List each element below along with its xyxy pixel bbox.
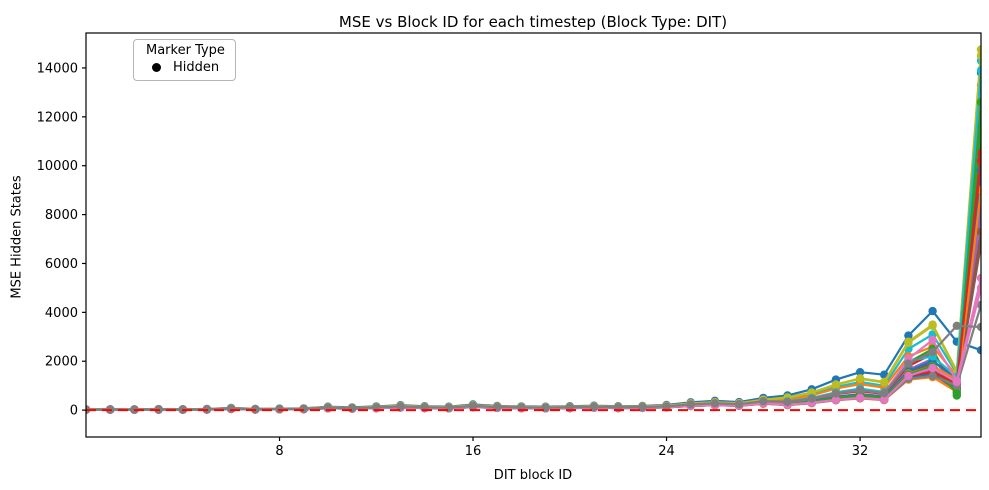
data-point-marker bbox=[855, 374, 865, 383]
x-tick-label: 24 bbox=[658, 444, 675, 459]
x-axis-label: DIT block ID bbox=[493, 468, 573, 483]
data-point-marker bbox=[976, 322, 981, 332]
y-tick-label: 0 bbox=[70, 404, 78, 419]
series-line bbox=[86, 66, 981, 414]
data-point-marker bbox=[928, 306, 937, 316]
data-point-marker bbox=[783, 397, 792, 407]
data-point-marker bbox=[952, 321, 961, 330]
data-point-marker bbox=[855, 385, 865, 395]
data-point-marker bbox=[807, 394, 816, 403]
data-point-marker bbox=[831, 395, 841, 404]
data-point-marker bbox=[662, 402, 671, 411]
x-tick-label: 8 bbox=[275, 444, 283, 459]
y-tick-label: 12000 bbox=[37, 110, 78, 125]
data-point-marker bbox=[976, 156, 981, 165]
data-point-marker bbox=[928, 321, 937, 330]
series-line bbox=[86, 166, 981, 414]
data-point-marker bbox=[952, 388, 961, 398]
data-point-marker bbox=[976, 227, 981, 236]
data-point-marker bbox=[880, 378, 889, 387]
data-point-marker bbox=[928, 335, 937, 345]
chart-title: MSE vs Block ID for each timestep (Block… bbox=[338, 13, 728, 31]
series-line bbox=[86, 56, 981, 414]
data-point-marker bbox=[880, 388, 889, 398]
data-point-marker bbox=[759, 397, 768, 406]
data-point-marker bbox=[275, 404, 284, 414]
y-tick-label: 4000 bbox=[45, 306, 78, 321]
data-point-marker bbox=[734, 400, 744, 409]
data-point-marker bbox=[952, 376, 961, 385]
legend-box: Marker Type Hidden bbox=[133, 39, 236, 81]
circle-icon bbox=[152, 63, 161, 72]
data-point-marker bbox=[855, 393, 865, 402]
data-point-marker bbox=[710, 399, 720, 408]
data-point-marker bbox=[638, 402, 647, 412]
data-point-marker bbox=[976, 66, 981, 75]
data-point-marker bbox=[976, 273, 981, 283]
data-point-marker bbox=[904, 359, 913, 368]
data-point-marker bbox=[226, 404, 236, 413]
x-tick-label: 32 bbox=[852, 444, 869, 459]
y-tick-label: 6000 bbox=[45, 257, 78, 272]
data-point-marker bbox=[904, 338, 913, 348]
series-line bbox=[86, 93, 981, 414]
data-point-marker bbox=[299, 404, 308, 413]
series-line bbox=[86, 239, 981, 414]
data-point-marker bbox=[928, 371, 937, 381]
legend-title: Marker Type bbox=[146, 43, 225, 58]
series-line bbox=[86, 51, 981, 414]
series-line bbox=[86, 107, 981, 414]
data-point-marker bbox=[976, 98, 981, 107]
data-point-marker bbox=[468, 401, 478, 411]
y-tick-label: 10000 bbox=[37, 159, 78, 174]
data-point-marker bbox=[831, 389, 841, 398]
data-point-marker bbox=[928, 363, 937, 373]
y-tick-label: 8000 bbox=[45, 208, 78, 223]
data-point-marker bbox=[904, 371, 913, 380]
series-line bbox=[86, 68, 981, 414]
y-tick-label: 14000 bbox=[37, 61, 78, 76]
data-point-marker bbox=[855, 368, 865, 377]
data-point-marker bbox=[880, 395, 889, 404]
legend-item-label: Hidden bbox=[173, 60, 220, 75]
data-point-marker bbox=[976, 346, 981, 355]
series-line bbox=[86, 137, 981, 414]
series-line bbox=[86, 186, 981, 414]
data-point-marker bbox=[976, 51, 981, 60]
plot-area bbox=[86, 45, 981, 414]
series-line bbox=[86, 122, 981, 414]
y-tick-label: 2000 bbox=[45, 355, 78, 370]
axes-spines bbox=[85, 32, 982, 438]
data-point-marker bbox=[396, 402, 405, 411]
data-point-marker bbox=[686, 400, 695, 409]
data-point-marker bbox=[928, 347, 937, 357]
data-point-marker bbox=[589, 402, 599, 412]
series-line bbox=[86, 45, 981, 414]
data-point-marker bbox=[831, 380, 841, 390]
series-line bbox=[86, 80, 981, 414]
y-axis-label: MSE Hidden States bbox=[9, 175, 25, 299]
series-line bbox=[86, 98, 981, 414]
series-line bbox=[86, 149, 981, 414]
legend-item-hidden: Hidden bbox=[144, 60, 225, 75]
data-point-marker bbox=[904, 331, 913, 340]
x-tick-label: 16 bbox=[465, 444, 482, 459]
